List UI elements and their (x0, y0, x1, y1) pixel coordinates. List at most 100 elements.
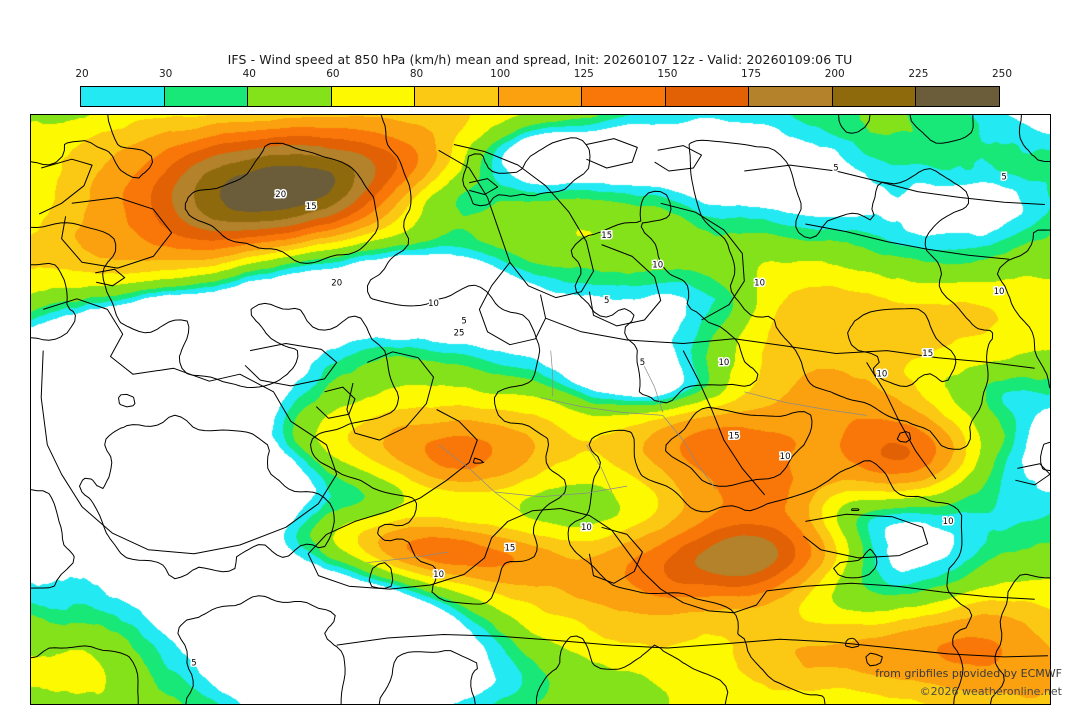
svg-text:20: 20 (275, 190, 286, 200)
spread-contour-20 (665, 406, 813, 487)
svg-text:10: 10 (780, 452, 791, 462)
svg-text:10: 10 (433, 570, 444, 580)
coastline-7 (346, 351, 434, 441)
spread-contour-20 (462, 137, 591, 207)
svg-text:10: 10 (652, 261, 663, 271)
spread-contour-15 (865, 652, 883, 667)
svg-text:15: 15 (922, 349, 933, 359)
svg-text:5: 5 (833, 164, 838, 174)
spread-contour-15 (1018, 115, 1050, 162)
spread-contour-25 (472, 457, 485, 464)
svg-text:15: 15 (306, 202, 317, 212)
svg-text:15: 15 (306, 202, 317, 212)
credit-copyright: ©2026 weatheronline.net (919, 685, 1062, 698)
spread-contour-20 (1040, 441, 1050, 472)
svg-text:5: 5 (461, 317, 466, 327)
svg-text:10: 10 (581, 523, 592, 533)
svg-text:15: 15 (729, 432, 740, 442)
svg-text:5: 5 (1001, 172, 1006, 182)
svg-text:10: 10 (718, 358, 729, 368)
svg-text:10: 10 (428, 299, 439, 309)
coastline-9 (307, 409, 561, 590)
wind-speed-field[interactable] (31, 115, 1050, 704)
contour-label-5: 55 (460, 315, 468, 328)
svg-text:10: 10 (943, 517, 954, 527)
spread-contour-15 (118, 393, 136, 408)
coastline-14 (682, 350, 766, 496)
colorbar-segment-175-200 (749, 87, 833, 106)
coastline-21 (744, 164, 1045, 205)
svg-text:5: 5 (461, 317, 466, 327)
country-border-7 (550, 350, 554, 397)
country-border-2 (586, 444, 613, 493)
colorbar-tick-250: 250 (991, 68, 1013, 80)
svg-text:5: 5 (640, 358, 645, 368)
spread-contour-20 (990, 573, 1050, 704)
spread-contour-20 (909, 115, 974, 144)
map-frame[interactable]: 5 5 10 10 15 15 10 10 5 5 10 10 15 15 10 10 20 20 15 15 20 20… (30, 114, 1051, 705)
colorbar-segment-100-125 (498, 87, 583, 106)
spread-contour-20 (31, 489, 75, 589)
coastline-11 (588, 526, 643, 584)
coastline-12 (336, 634, 1049, 658)
colorbar-segment-200-225 (832, 87, 917, 106)
colorbar-segment-20-30 (81, 87, 165, 106)
coastline-23 (95, 268, 126, 287)
spread-contour-15 (844, 637, 860, 649)
spread-contour-20 (535, 635, 729, 704)
credit-data-source: from gribfiles provided by ECMWF (875, 667, 1062, 680)
country-border-5 (744, 391, 867, 416)
colorbar-tick-80: 80 (409, 68, 424, 80)
country-border-6 (367, 551, 449, 563)
spread-contour-15 (996, 229, 1050, 389)
svg-text:10: 10 (876, 370, 887, 380)
coastline-24 (469, 178, 499, 195)
colorbar-tick-labels: 20 30 40 60 80 100 125 150 175 200 225 250 (75, 68, 1012, 82)
country-border-1 (494, 485, 628, 498)
svg-text:10: 10 (754, 278, 765, 288)
coastline-2 (61, 197, 173, 269)
svg-text:5: 5 (604, 296, 609, 306)
country-border-4 (662, 415, 717, 490)
svg-text:25: 25 (454, 328, 465, 338)
spread-contour-15 (378, 650, 478, 704)
svg-text:10: 10 (943, 517, 954, 527)
svg-text:10: 10 (433, 570, 444, 580)
svg-text:15: 15 (504, 543, 515, 553)
svg-text:10: 10 (718, 358, 729, 368)
svg-text:15: 15 (729, 432, 740, 442)
svg-text:10: 10 (581, 523, 592, 533)
spread-contour-20 (31, 115, 567, 605)
coastline-20 (654, 145, 702, 172)
contour-label-5: 55 (602, 295, 610, 308)
contour-label-5: 55 (832, 162, 840, 175)
svg-text:20: 20 (275, 190, 286, 200)
country-border-3 (540, 397, 663, 416)
coastline-5 (478, 261, 547, 346)
coastline-22 (805, 223, 1010, 260)
svg-text:15: 15 (504, 543, 515, 553)
spread-contour-20 (177, 595, 346, 704)
spread-contour-15 (31, 262, 76, 341)
page-title: IFS - Wind speed at 850 hPa (km/h) mean … (227, 52, 853, 67)
colorbar-segment-60-80 (331, 87, 416, 106)
colorbar-tick-100: 100 (490, 68, 511, 80)
svg-text:5: 5 (604, 296, 609, 306)
coastline-3 (244, 343, 338, 387)
coastline-10 (560, 508, 768, 614)
svg-text:10: 10 (652, 261, 663, 271)
colorbar-segment-40-60 (248, 87, 332, 106)
svg-text:5: 5 (1001, 172, 1006, 182)
coastline-19 (586, 138, 638, 169)
spread-contour-15 (567, 429, 973, 704)
